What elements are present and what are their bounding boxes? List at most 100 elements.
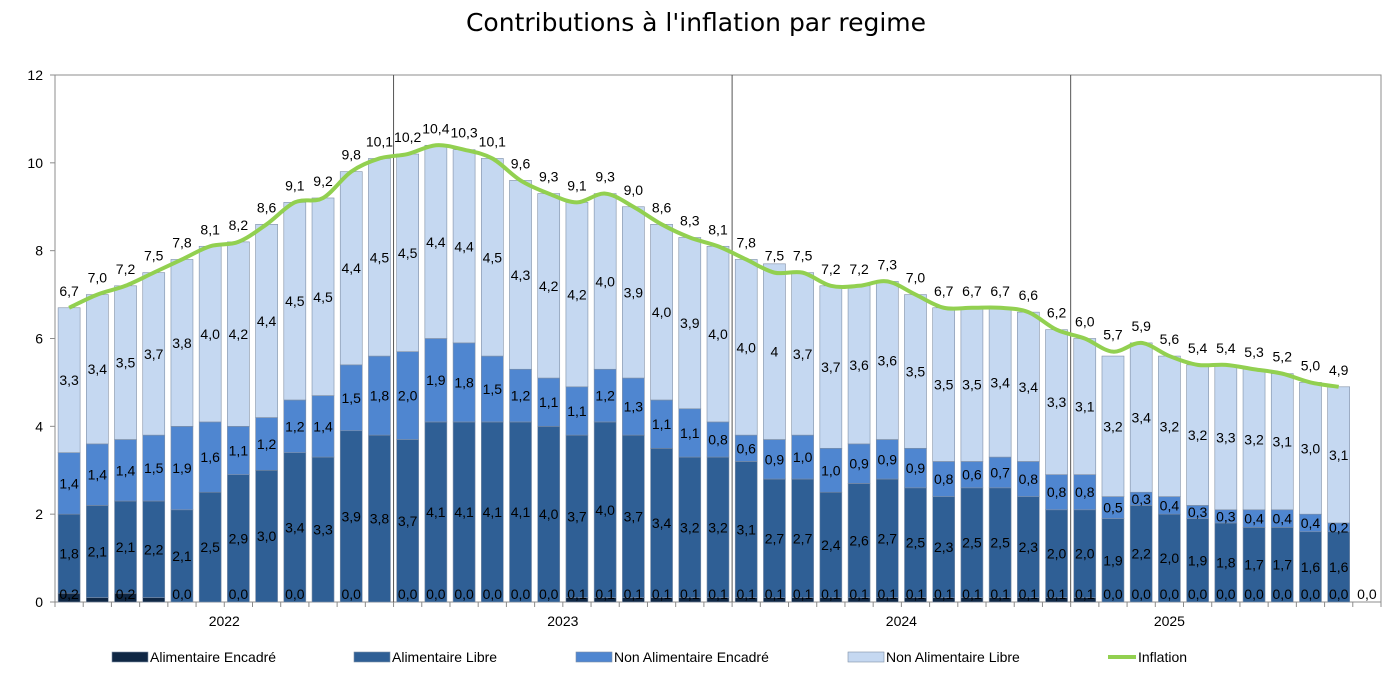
y-tick-label: 0 [35,594,43,610]
data-label: 2,5 [962,535,982,551]
data-label: 4,0 [595,273,615,289]
data-label: 3,7 [567,508,587,524]
bar-segment [86,597,109,603]
data-label: 2,0 [398,388,418,404]
data-label: 4,4 [341,260,361,276]
data-label: 3,6 [849,357,869,373]
data-label: 4,3 [511,267,531,283]
data-label: 0,1 [821,586,841,602]
data-label: 1,1 [539,394,559,410]
data-label: 3,1 [1273,434,1293,450]
data-label: 2,1 [172,548,192,564]
data-label: 0,2 [116,586,136,602]
data-label: 4,1 [483,504,503,520]
data-label: 3,5 [116,355,136,371]
data-label: 0,1 [793,586,813,602]
legend-label: Non Alimentaire Libre [886,649,1020,665]
data-label: 4,5 [483,249,503,265]
data-label: 0,1 [934,586,954,602]
data-label: 4,0 [539,506,559,522]
data-label: 3,7 [793,346,813,362]
data-label: 0,4 [1273,511,1293,527]
data-label: 0,1 [1075,586,1095,602]
data-label: 0,1 [1047,586,1067,602]
data-label: 3,3 [313,522,333,538]
data-label: 1,7 [1244,557,1264,573]
data-label: 4,2 [567,287,587,303]
data-label: 1,1 [229,442,249,458]
inflation-label: 9,8 [341,147,361,163]
data-label: 2,7 [878,530,898,546]
data-label: 1,2 [511,388,531,404]
data-label: 3,4 [652,515,672,531]
y-tick-label: 10 [27,155,43,171]
data-label: 4,0 [595,502,615,518]
inflation-label: 5,2 [1273,349,1293,365]
data-label: 3,3 [1047,394,1067,410]
data-label: 3,4 [1131,410,1151,426]
data-label: 1,2 [595,388,615,404]
data-label: 0,8 [708,432,728,448]
data-label: 0,0 [172,586,192,602]
data-label: 0,0 [341,586,361,602]
data-label: 1,5 [144,460,164,476]
data-label: 3,9 [624,284,644,300]
inflation-label: 8,3 [680,212,700,228]
data-label: 2,5 [906,535,926,551]
data-label: 0,5 [1103,500,1123,516]
data-label: 1,8 [370,388,390,404]
data-label: 1,8 [59,546,79,562]
data-label: 4,5 [398,245,418,261]
data-label: 3,4 [285,519,305,535]
data-label: 1,4 [59,475,79,491]
inflation-label: 9,1 [285,177,305,193]
inflation-label: 4,9 [1329,362,1349,378]
data-label: 3,8 [172,335,192,351]
bar-segment [763,263,786,440]
data-label: 0,0 [1160,586,1180,602]
inflation-label: 7,0 [906,270,926,286]
inflation-label: 7,8 [172,234,192,250]
data-label: 0,8 [1075,484,1095,500]
data-label: 1,5 [483,381,503,397]
data-label: 3,5 [906,363,926,379]
inflation-label: 6,6 [1019,287,1039,303]
data-label: 2,6 [849,533,869,549]
legend-label: Inflation [1138,649,1187,665]
inflation-label: 5,4 [1216,340,1236,356]
data-label: 3,5 [934,377,954,393]
data-label: 3,7 [624,508,644,524]
inflation-label: 6,7 [962,283,982,299]
data-label: 0,6 [962,467,982,483]
data-label: 0,0 [1188,586,1208,602]
data-label: 0,1 [736,586,756,602]
data-label: 3,7 [398,513,418,529]
data-label: 1,2 [257,436,277,452]
data-label: 3,6 [878,352,898,368]
data-label: 0,3 [1216,508,1236,524]
data-label: 0,9 [765,451,785,467]
data-label: 4,4 [454,238,474,254]
legend-swatch [111,651,149,663]
y-tick-label: 12 [27,67,43,83]
data-label: 0,1 [624,586,644,602]
data-label: 1,9 [1188,552,1208,568]
inflation-label: 6,7 [934,283,954,299]
data-label: 3,2 [1103,418,1123,434]
data-label: 1,1 [567,403,587,419]
data-label: 3,7 [821,359,841,375]
data-label: 4,1 [511,504,531,520]
data-label: 0,2 [59,586,79,602]
data-label: 3,5 [962,377,982,393]
legend-swatch [847,651,885,663]
data-label: 3,1 [736,522,756,538]
data-label: 0,0 [426,586,446,602]
data-label: 0,0 [1357,586,1377,602]
inflation-label: 6,7 [990,283,1010,299]
data-label: 0,0 [1329,586,1349,602]
data-label: 3,4 [88,361,108,377]
data-label: 0,8 [934,471,954,487]
data-label: 4,5 [285,293,305,309]
data-label: 2,3 [1019,539,1039,555]
data-label: 4,0 [652,304,672,320]
